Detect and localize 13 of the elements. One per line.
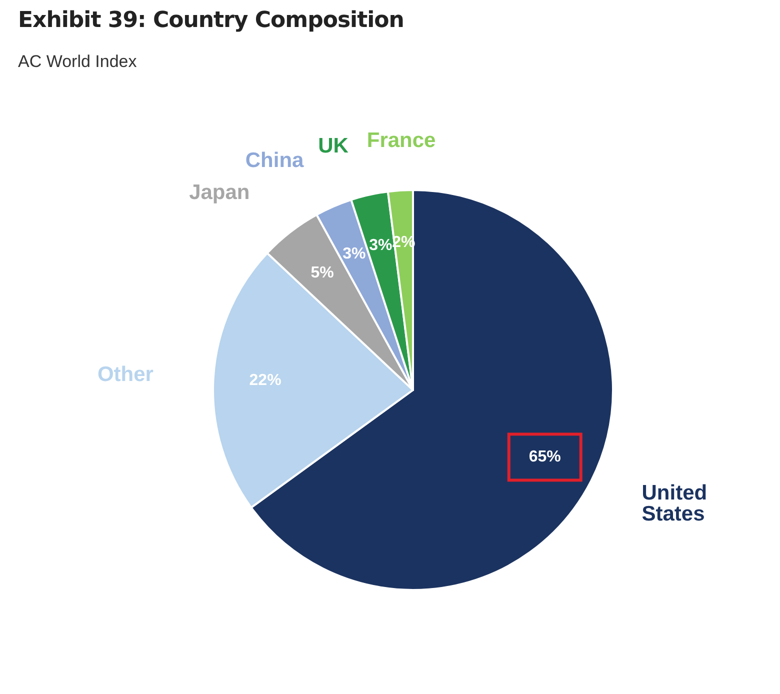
slice-label: Japan — [189, 180, 250, 204]
data-label: 3% — [369, 237, 392, 254]
data-label: 65% — [528, 448, 561, 466]
chart-title: Exhibit 39: Country Composition — [18, 8, 404, 33]
slice-label: UK — [318, 134, 348, 158]
data-label: 3% — [342, 246, 366, 263]
slice-label: France — [366, 128, 436, 152]
slice-label: China — [245, 149, 304, 172]
slice-label: United States — [642, 482, 713, 526]
data-label: 5% — [310, 264, 334, 282]
chart-subtitle: AC World Index — [18, 52, 137, 72]
slice-label: Other — [97, 362, 154, 386]
data-label: 22% — [249, 372, 282, 390]
